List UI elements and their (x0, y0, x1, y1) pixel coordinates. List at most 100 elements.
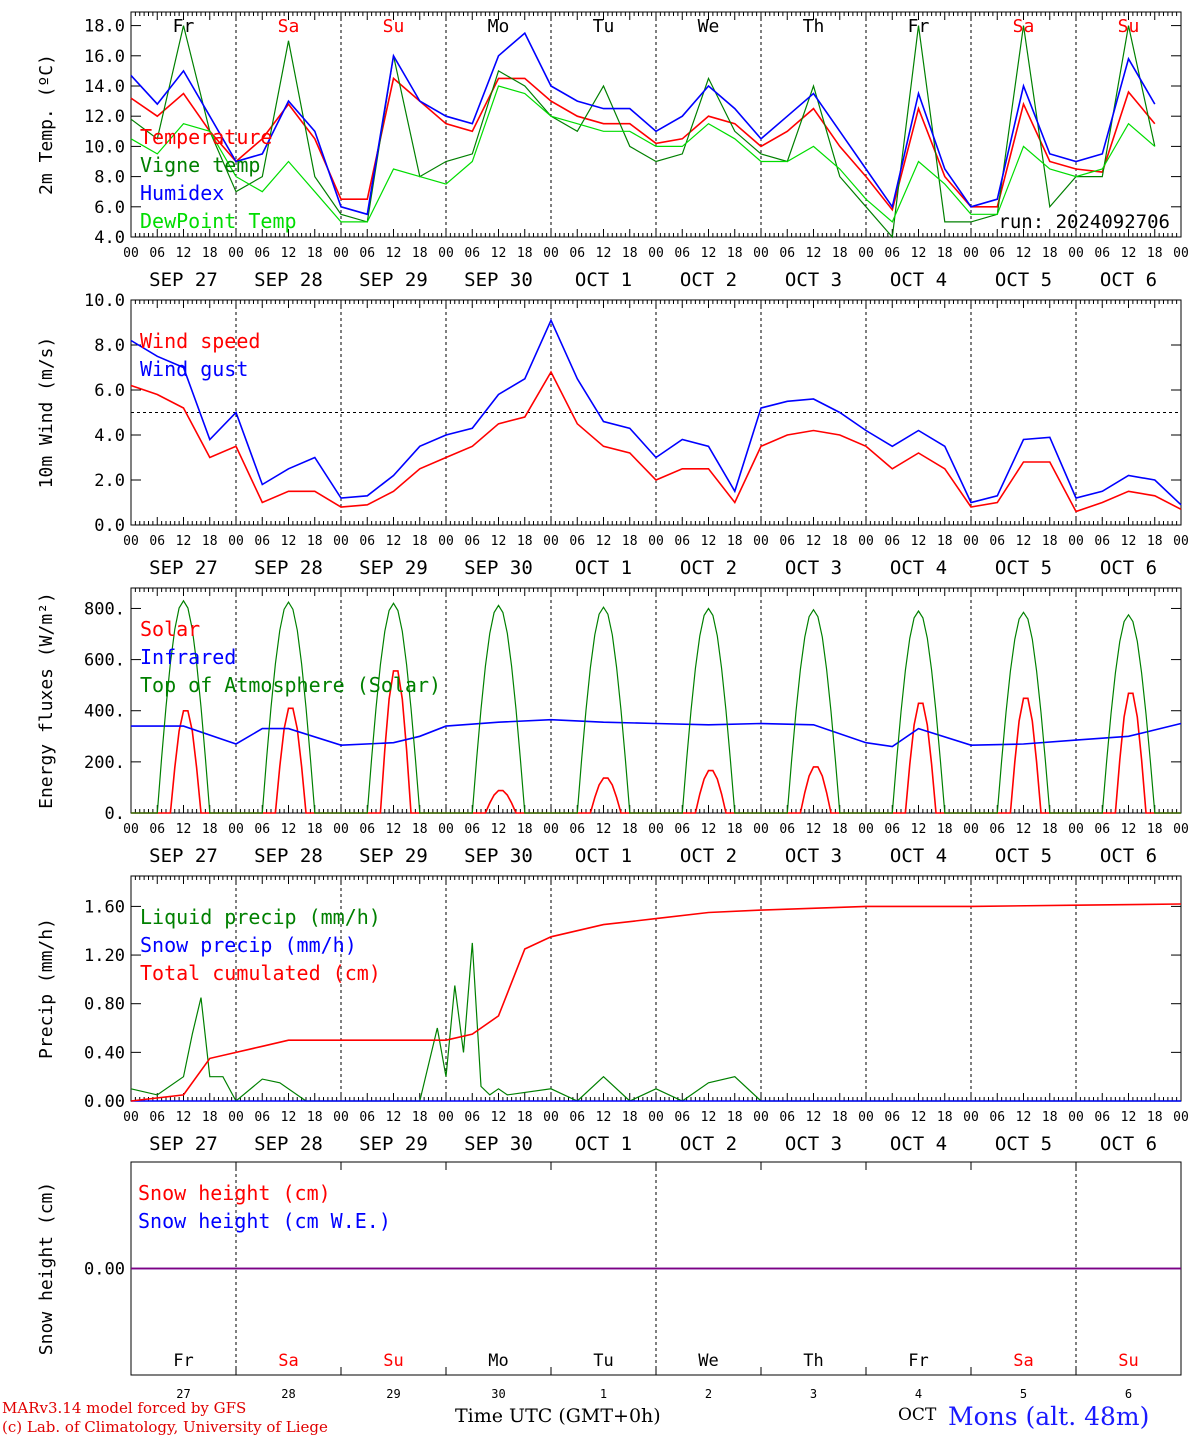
hour-label: 00 (753, 1110, 769, 1125)
hour-label: 18 (307, 246, 323, 261)
hour-label: 12 (1016, 822, 1032, 837)
date-label: SEP 28 (254, 1133, 323, 1155)
legend-entry: Snow precip (mm/h) (140, 933, 357, 957)
model-credit-line1: MARv3.14 model forced by GFS (2, 1399, 247, 1417)
hour-label: 12 (281, 822, 297, 837)
hour-label: 06 (464, 534, 480, 549)
series-line-wind-gust (130, 318, 1182, 506)
hour-label: 00 (438, 246, 454, 261)
hour-label: 18 (937, 1110, 953, 1125)
hour-label: 00 (1068, 246, 1084, 261)
hour-label: 00 (858, 1110, 874, 1125)
day-number-label: 28 (281, 1387, 295, 1401)
hour-label: 06 (254, 246, 270, 261)
series-line-temperature (130, 76, 1156, 212)
series-line-total-cumulated-cm- (130, 903, 1182, 1102)
hour-label: 18 (622, 534, 638, 549)
legend-entry: Solar (140, 617, 200, 641)
hour-label: 12 (596, 534, 612, 549)
y-tick-label: 800. (84, 599, 125, 619)
hour-label: 18 (202, 246, 218, 261)
date-label: OCT 1 (575, 845, 632, 867)
y-tick-label: 4.0 (94, 426, 125, 446)
hour-label: 18 (1042, 1110, 1058, 1125)
hour-label: 18 (727, 1110, 743, 1125)
hour-label: 06 (254, 822, 270, 837)
y-tick-label: 600. (84, 651, 125, 671)
hour-label: 12 (176, 246, 192, 261)
day-name-label: Mo (488, 1351, 508, 1371)
date-label: SEP 30 (464, 845, 533, 867)
hour-label: 00 (963, 1110, 979, 1125)
y-tick-label: 0.40 (84, 1043, 125, 1063)
hour-label: 00 (1068, 1110, 1084, 1125)
date-label: SEP 27 (149, 845, 218, 867)
series-line-vigne-temp (130, 25, 1156, 239)
hour-label: 06 (884, 246, 900, 261)
series-line-top-of-atmosphere-solar- (131, 599, 1181, 814)
hour-label: 00 (753, 534, 769, 549)
date-label: OCT 5 (995, 269, 1052, 291)
y-tick-label: 10.0 (84, 137, 125, 157)
y-tick-label: 10.0 (84, 291, 125, 311)
hour-label: 00 (963, 246, 979, 261)
day-name-label: Su (383, 1351, 403, 1371)
hour-label: 00 (753, 822, 769, 837)
hour-label: 00 (438, 1110, 454, 1125)
day-number-label: 30 (491, 1387, 505, 1401)
hour-label: 18 (202, 822, 218, 837)
hour-label: 12 (806, 246, 822, 261)
date-label: SEP 29 (359, 1133, 428, 1155)
y-tick-label: 2.0 (94, 471, 125, 491)
legend-entry: Wind speed (140, 329, 260, 353)
hour-label: 06 (149, 822, 165, 837)
y-tick-label: 400. (84, 702, 125, 722)
hour-label: 18 (832, 1110, 848, 1125)
hour-label: 06 (989, 822, 1005, 837)
hour-label: 00 (123, 246, 139, 261)
hour-label: 18 (622, 822, 638, 837)
hour-label: 00 (648, 1110, 664, 1125)
day-name-label: Sa (1013, 1351, 1033, 1371)
y-tick-label: 8.0 (94, 336, 125, 356)
date-label: OCT 2 (680, 1133, 737, 1155)
hour-label: 12 (701, 1110, 717, 1125)
hour-label: 12 (911, 822, 927, 837)
y-tick-label: 0.0 (94, 516, 125, 536)
y-tick-label: 12.0 (84, 107, 125, 127)
series-line-wind-speed (130, 370, 1182, 513)
day-name-label: We (698, 16, 720, 37)
hour-label: 00 (123, 1110, 139, 1125)
hour-label: 00 (333, 246, 349, 261)
hour-label: 18 (412, 1110, 428, 1125)
day-name-label: We (698, 1351, 718, 1371)
hour-label: 18 (1147, 822, 1163, 837)
hour-label: 18 (1147, 1110, 1163, 1125)
date-label: OCT 5 (995, 557, 1052, 579)
legend-entry: Total cumulated (cm) (140, 961, 381, 985)
hour-label: 00 (1173, 534, 1189, 549)
hour-label: 12 (491, 822, 507, 837)
hour-label: 18 (307, 534, 323, 549)
date-label: SEP 30 (464, 557, 533, 579)
hour-label: 06 (254, 1110, 270, 1125)
hour-label: 12 (806, 822, 822, 837)
hour-label: 12 (281, 246, 297, 261)
hour-label: 00 (1173, 246, 1189, 261)
day-number-label: 5 (1020, 1387, 1027, 1401)
series-line-infrared (131, 718, 1182, 748)
hour-label: 00 (963, 534, 979, 549)
hour-label: 18 (832, 246, 848, 261)
hour-label: 12 (701, 246, 717, 261)
date-label: OCT 4 (890, 557, 947, 579)
date-label: OCT 3 (785, 269, 842, 291)
hour-label: 06 (779, 1110, 795, 1125)
hour-label: 06 (464, 1110, 480, 1125)
date-label: SEP 27 (149, 557, 218, 579)
hour-label: 18 (937, 822, 953, 837)
hour-label: 00 (648, 822, 664, 837)
date-label: OCT 6 (1100, 557, 1157, 579)
date-label: OCT 6 (1100, 845, 1157, 867)
hour-label: 18 (937, 246, 953, 261)
